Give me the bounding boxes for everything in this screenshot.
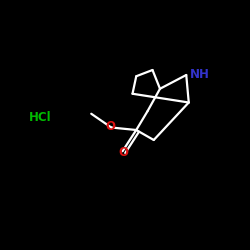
Text: O: O [119,146,129,159]
Text: HCl: HCl [29,111,52,124]
Text: NH: NH [190,68,210,82]
Text: O: O [105,120,115,133]
